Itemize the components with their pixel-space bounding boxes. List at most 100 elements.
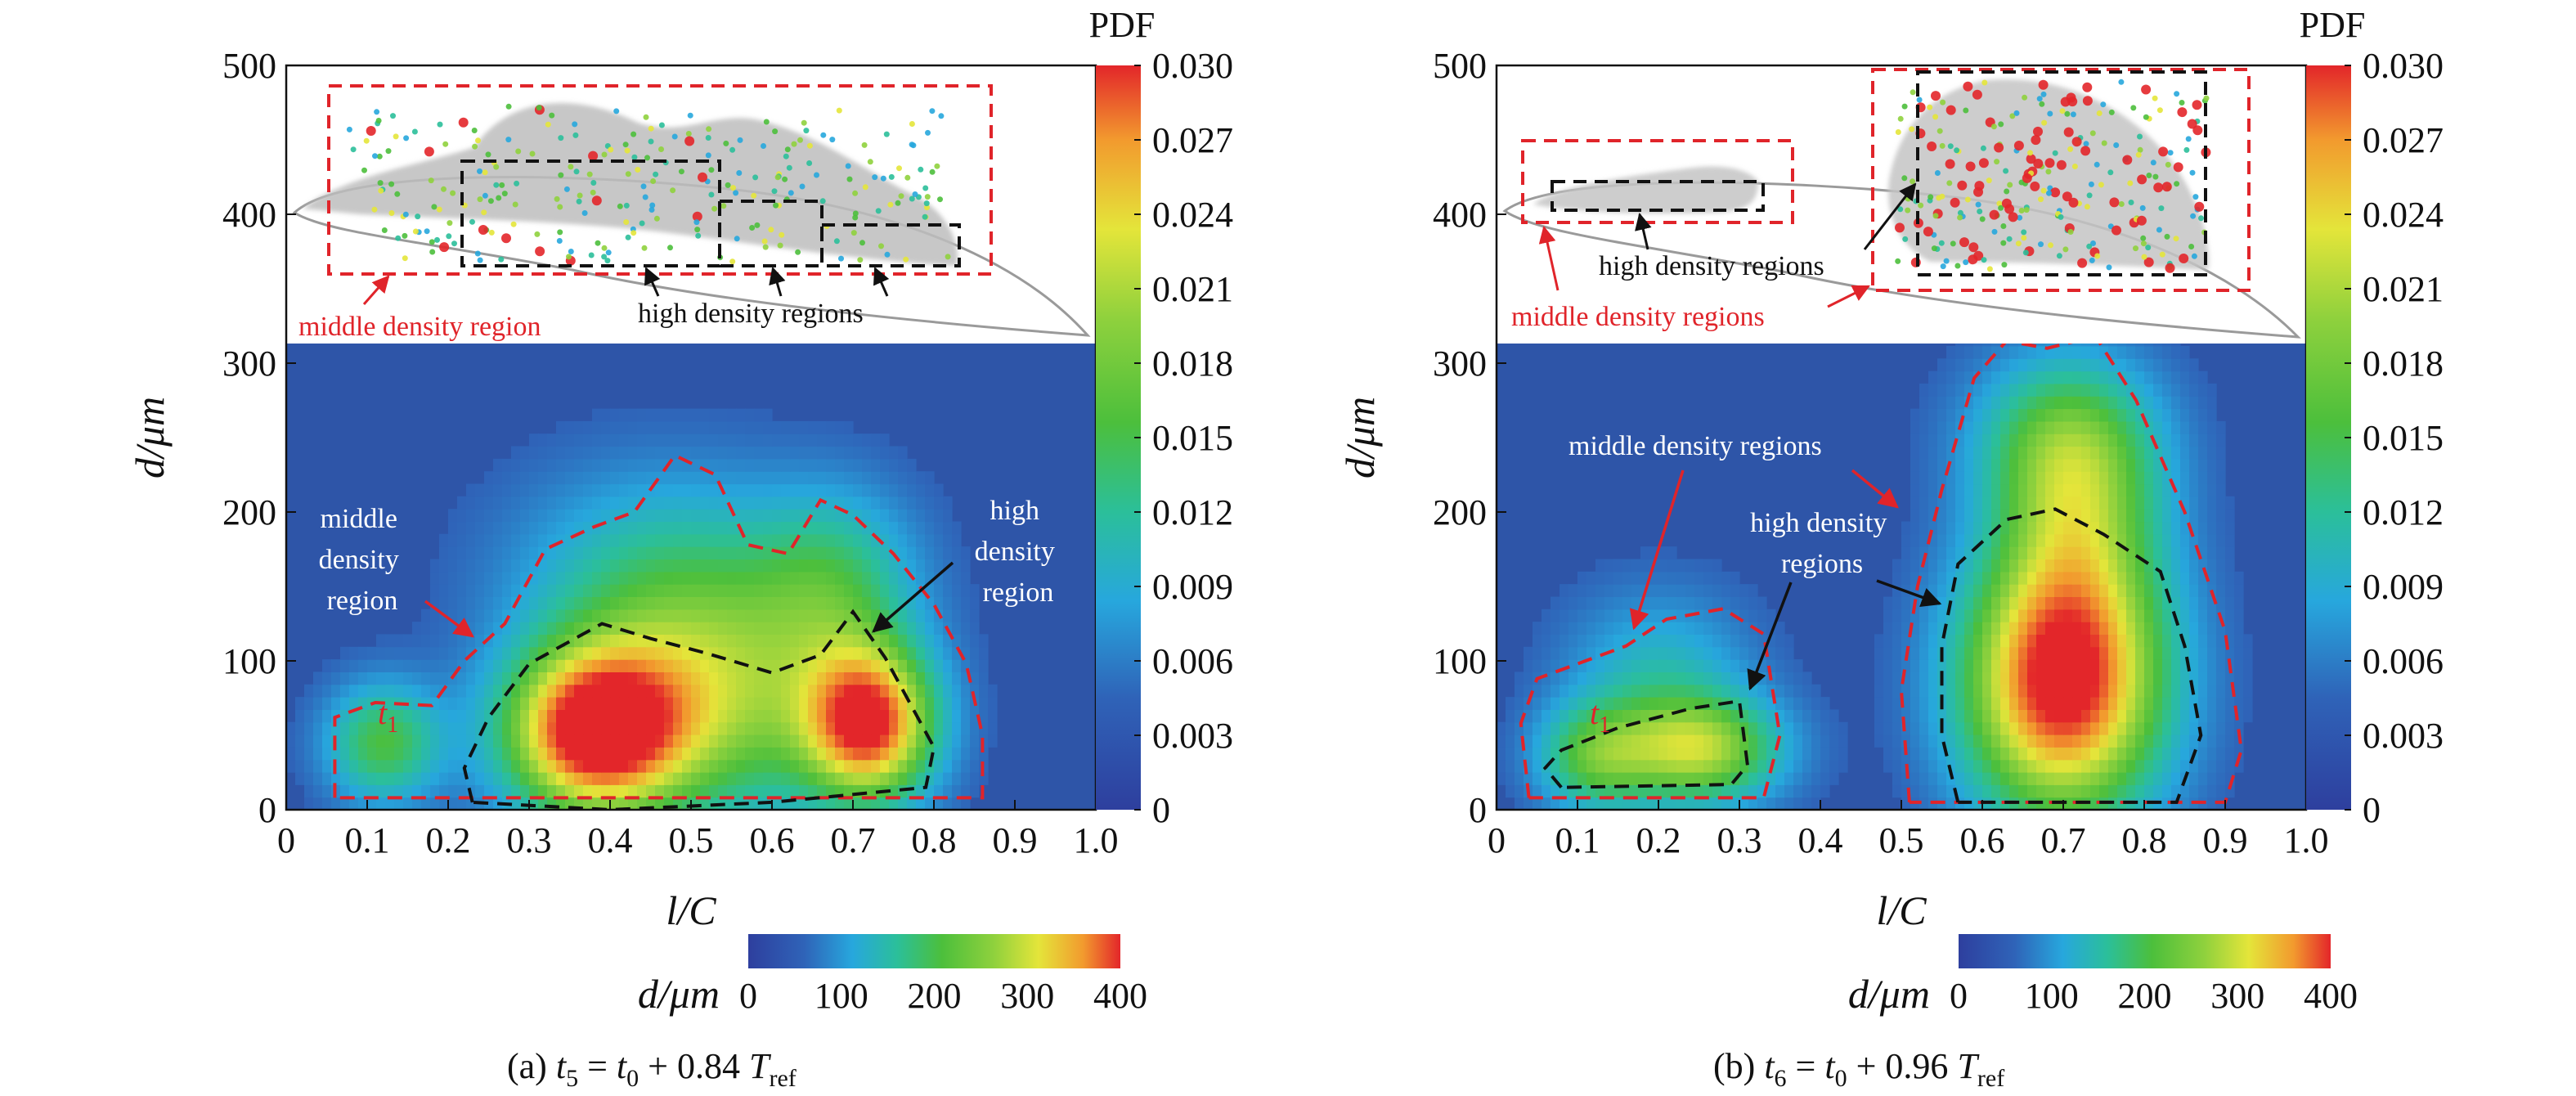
heatmap-cell bbox=[799, 646, 809, 660]
heatmap-cell bbox=[790, 546, 800, 559]
heatmap-cell bbox=[358, 684, 368, 698]
heatmap-cell bbox=[2000, 622, 2010, 635]
heatmap-cell bbox=[1551, 697, 1560, 710]
heatmap-cell bbox=[1892, 709, 1902, 723]
heatmap-cell bbox=[2000, 634, 2010, 648]
heatmap-cell bbox=[529, 571, 539, 585]
droplet-marker bbox=[705, 135, 711, 141]
heatmap-cell bbox=[1667, 596, 1677, 610]
heatmap-cell bbox=[592, 458, 602, 472]
heatmap-cell bbox=[1613, 721, 1623, 735]
heatmap-cell bbox=[943, 772, 953, 785]
heatmap-cell bbox=[1937, 559, 1947, 573]
heatmap-cell bbox=[808, 496, 818, 510]
heatmap-cell bbox=[871, 571, 881, 585]
heatmap-cell bbox=[628, 697, 638, 710]
heatmap-cell bbox=[1631, 772, 1641, 785]
heatmap-cell bbox=[1613, 784, 1623, 798]
heatmap-cell bbox=[1874, 634, 1884, 648]
heatmap-cell bbox=[1542, 709, 1551, 723]
heatmap-cell bbox=[466, 797, 476, 810]
droplet-marker bbox=[895, 200, 901, 206]
heatmap-cell bbox=[529, 521, 539, 535]
droplet-marker bbox=[671, 133, 678, 140]
heatmap-cell bbox=[2144, 672, 2154, 685]
heatmap-cell bbox=[1712, 772, 1722, 785]
heatmap-cell bbox=[457, 684, 467, 698]
heatmap-cell bbox=[2099, 772, 2109, 785]
heatmap-cell bbox=[844, 684, 854, 698]
heatmap-cell bbox=[2081, 496, 2091, 510]
heatmap-cell bbox=[619, 646, 629, 660]
heatmap-cell bbox=[322, 759, 332, 773]
heatmap-cell bbox=[970, 784, 980, 798]
heatmap-cell bbox=[2198, 521, 2208, 535]
heatmap-cell bbox=[1721, 596, 1731, 610]
droplet-marker bbox=[1996, 200, 2003, 207]
heatmap-cell bbox=[862, 433, 872, 447]
droplet-marker bbox=[2191, 253, 2197, 259]
heatmap-cell bbox=[889, 672, 899, 685]
heatmap-cell bbox=[718, 634, 728, 648]
pdf-colorbar-tick-label: 0.009 bbox=[2363, 567, 2444, 607]
heatmap-cell bbox=[565, 772, 575, 785]
heatmap-cell bbox=[529, 496, 539, 510]
heatmap-cell bbox=[2117, 533, 2127, 547]
heatmap-cell bbox=[835, 420, 845, 434]
heatmap-cell bbox=[970, 609, 980, 622]
heatmap-cell bbox=[1964, 496, 1974, 510]
heatmap-cell bbox=[2189, 721, 2199, 735]
heatmap-cell bbox=[1910, 458, 1920, 472]
heatmap-cell bbox=[2027, 609, 2037, 622]
droplet-marker bbox=[477, 168, 482, 174]
heatmap-cell bbox=[1622, 797, 1632, 810]
heatmap-cell bbox=[880, 433, 890, 447]
heatmap-cell bbox=[2009, 420, 2019, 434]
heatmap-cell bbox=[673, 784, 683, 798]
heatmap-cell bbox=[673, 622, 683, 635]
droplet-marker bbox=[773, 202, 779, 209]
heatmap-cell bbox=[772, 709, 782, 723]
heatmap-cell bbox=[529, 684, 539, 698]
heatmap-cell bbox=[556, 659, 566, 672]
droplet-marker bbox=[788, 190, 794, 196]
heatmap-cell bbox=[2018, 396, 2028, 410]
heatmap-cell bbox=[2072, 420, 2082, 434]
heatmap-cell bbox=[862, 709, 872, 723]
heatmap-cell bbox=[601, 734, 611, 748]
heatmap-cell bbox=[1892, 759, 1902, 773]
heatmap-cell bbox=[844, 420, 854, 434]
heatmap-cell bbox=[1928, 371, 1938, 384]
heatmap-cell bbox=[898, 471, 908, 485]
middle-density-arrow bbox=[424, 600, 474, 638]
heatmap-cell bbox=[772, 533, 782, 547]
heatmap-cell bbox=[358, 747, 368, 761]
heatmap-cell bbox=[439, 721, 449, 735]
heatmap-cell bbox=[898, 734, 908, 748]
heatmap-cell bbox=[1784, 784, 1794, 798]
heatmap-cell bbox=[2081, 759, 2091, 773]
heatmap-cell bbox=[781, 458, 791, 472]
heatmap-cell bbox=[574, 772, 584, 785]
heatmap-cell bbox=[430, 634, 440, 648]
heatmap-cell bbox=[826, 797, 836, 810]
heatmap-cell bbox=[817, 759, 827, 773]
heatmap-cell bbox=[772, 734, 782, 748]
droplet-marker bbox=[2022, 94, 2028, 101]
heatmap-cell bbox=[691, 533, 701, 547]
heatmap-cell bbox=[2045, 609, 2055, 622]
droplet-marker bbox=[730, 185, 736, 191]
heatmap-cell bbox=[952, 784, 962, 798]
heatmap-cell bbox=[583, 797, 593, 810]
heatmap-cell bbox=[484, 734, 494, 748]
heatmap-cell bbox=[646, 509, 656, 523]
heatmap-cell bbox=[421, 622, 431, 635]
heatmap-cell bbox=[2171, 634, 2181, 648]
heatmap-cell bbox=[1964, 747, 1974, 761]
heatmap-cell bbox=[664, 646, 674, 660]
heatmap-cell bbox=[1542, 721, 1551, 735]
heatmap-cell bbox=[1982, 483, 1992, 497]
heatmap-cell bbox=[520, 772, 530, 785]
heatmap-cell bbox=[2117, 509, 2127, 523]
heatmap-cell bbox=[1793, 672, 1803, 685]
